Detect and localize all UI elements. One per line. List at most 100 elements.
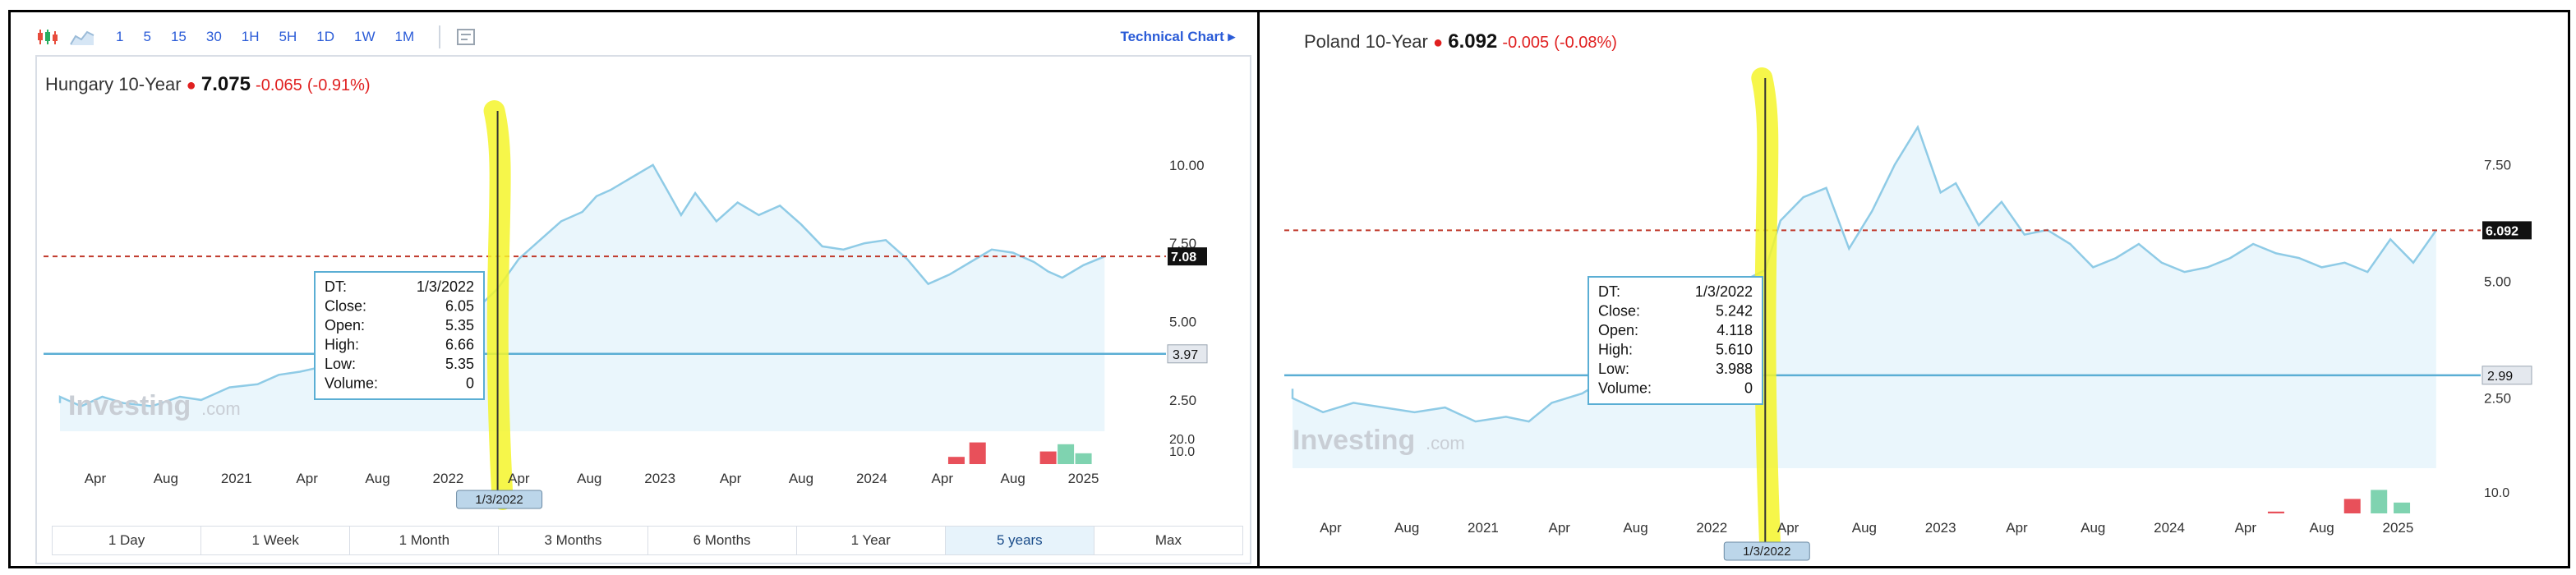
- ohlc-tooltip: [314, 271, 485, 400]
- interval-15[interactable]: 15: [170, 29, 187, 44]
- tooltip-value: 5.242: [1716, 303, 1753, 320]
- x-tick-label: Apr: [2006, 520, 2028, 536]
- x-tick-label: Apr: [296, 471, 318, 486]
- y-tick-label: 5.00: [2484, 274, 2511, 290]
- volume-bar: [947, 457, 965, 464]
- poland-price: 6.092: [1448, 30, 1498, 53]
- chart-toolbar: 1 5 15 30 1H 5H 1D 1W 1M Technical Chart…: [35, 22, 1243, 52]
- range-1-week[interactable]: 1 Week: [201, 527, 351, 554]
- x-tick-label: Aug: [1623, 520, 1647, 536]
- tooltip-label: Close:: [325, 298, 366, 315]
- x-tick-label: Apr: [932, 471, 954, 486]
- candlestick-icon[interactable]: [35, 26, 60, 48]
- poland-change-pct: (-0.08%): [1554, 34, 1617, 52]
- hungary-price: 7.075: [200, 73, 251, 95]
- range-1-year[interactable]: 1 Year: [797, 527, 946, 554]
- hungary-change-pct: (-0.91%): [306, 76, 371, 94]
- poland-change: -0.005: [1502, 34, 1550, 52]
- x-tick-label: 2025: [2382, 520, 2413, 536]
- tooltip-value: 6.66: [445, 337, 474, 353]
- y-tick-label: 7.50: [2484, 157, 2511, 172]
- interval-1m[interactable]: 1M: [394, 29, 415, 44]
- tooltip-value: 3.988: [1716, 361, 1753, 377]
- investing-watermark-suffix: .com: [1426, 433, 1465, 453]
- volume-bar: [1075, 453, 1092, 464]
- x-tick-label: 2022: [433, 471, 464, 486]
- x-tick-label: 2025: [1068, 471, 1099, 486]
- x-tick-label: 2021: [221, 471, 252, 486]
- hungary-panel: 1 5 15 30 1H 5H 1D 1W 1M Technical Chart…: [8, 10, 1265, 568]
- tooltip-label: Close:: [1598, 303, 1640, 320]
- x-tick-label: Apr: [1549, 520, 1571, 536]
- tooltip-label: Low:: [1598, 361, 1629, 377]
- y-tick-label: 10.00: [1169, 158, 1205, 173]
- crosshair-price-label: 3.97: [1173, 348, 1198, 362]
- tooltip-label: Open:: [1598, 322, 1638, 338]
- x-tick-label: Apr: [720, 471, 742, 486]
- x-tick-label: Apr: [85, 471, 107, 486]
- settings-icon[interactable]: [454, 26, 478, 48]
- x-tick-label: Aug: [789, 471, 813, 486]
- x-tick-label: Aug: [1001, 471, 1025, 486]
- x-tick-label: 2024: [856, 471, 887, 486]
- tooltip-value: 5.610: [1716, 342, 1753, 358]
- price-dot-icon: ●: [186, 76, 196, 94]
- ohlc-tooltip: [1588, 276, 1763, 405]
- current-price-label: 7.08: [1171, 251, 1196, 264]
- hungary-change: -0.065: [256, 76, 302, 94]
- interval-5[interactable]: 5: [143, 29, 151, 44]
- investing-watermark: Investing: [1293, 425, 1415, 456]
- interval-1d[interactable]: 1D: [316, 29, 334, 44]
- volume-tick-label: 20.0: [1169, 433, 1195, 447]
- tooltip-label: High:: [325, 337, 359, 353]
- tooltip-label: High:: [1598, 342, 1633, 358]
- volume-bar: [2343, 499, 2361, 513]
- interval-5h[interactable]: 5H: [279, 29, 297, 44]
- tooltip-value: 6.05: [445, 298, 474, 315]
- crosshair-price-tag: [1167, 344, 1208, 364]
- y-tick-label: 5.00: [1169, 314, 1196, 329]
- volume-bar: [1039, 451, 1057, 464]
- range-6-months[interactable]: 6 Months: [648, 527, 797, 554]
- x-tick-label: 2023: [644, 471, 675, 486]
- volume-bar: [2371, 490, 2388, 513]
- x-tick-label: Apr: [2235, 520, 2257, 536]
- range-3-months[interactable]: 3 Months: [499, 527, 648, 554]
- hungary-chart[interactable]: Investing .com10.007.505.002.5020.010.07.…: [11, 12, 1268, 571]
- poland-chart[interactable]: Investing .com 7.50 5.00 2.50 10.0 6.092 2.99 Ap…: [1260, 12, 2573, 571]
- hungary-title-line: Hungary 10-Year ● 7.075 -0.065 (-0.91%): [45, 73, 371, 96]
- volume-bar: [1058, 444, 1075, 464]
- interval-1w[interactable]: 1W: [353, 29, 376, 44]
- area-chart-icon[interactable]: [70, 26, 94, 48]
- x-tick-label: Aug: [2081, 520, 2105, 536]
- interval-1h[interactable]: 1H: [241, 29, 260, 44]
- series-line: [58, 163, 1105, 407]
- x-tick-label: Aug: [365, 471, 389, 486]
- crosshair-price-tag: [2482, 366, 2532, 385]
- volume-bar: [2394, 502, 2411, 513]
- volume-tick-label: 10.0: [1169, 445, 1195, 459]
- range-1-month[interactable]: 1 Month: [350, 527, 500, 554]
- tooltip-value: 0: [1744, 380, 1753, 397]
- crosshair-date-label: 1/3/2022: [475, 493, 523, 507]
- tooltip-label: Low:: [325, 356, 356, 372]
- x-tick-label: Apr: [508, 471, 530, 486]
- range-max[interactable]: Max: [1154, 532, 1182, 548]
- interval-1[interactable]: 1: [116, 29, 124, 44]
- range-5-years[interactable]: 5 years: [945, 527, 1094, 554]
- tooltip-value: 5.35: [445, 317, 474, 334]
- volume-tick-label: 10.0: [2484, 486, 2509, 500]
- range-selector: 1 Day 1 Week 1 Month 3 Months 6 Months 1…: [52, 526, 1243, 555]
- tooltip-value: 4.118: [1717, 322, 1753, 338]
- investing-watermark: Investing: [68, 390, 191, 421]
- crosshair-price-label: 2.99: [2487, 370, 2513, 384]
- hungary-title: Hungary 10-Year: [45, 74, 182, 94]
- tooltip-value: 1/3/2022: [1695, 283, 1753, 300]
- interval-30[interactable]: 30: [205, 29, 222, 44]
- x-tick-label: Aug: [2309, 520, 2334, 536]
- technical-chart-link[interactable]: Technical Chart ▸: [1120, 29, 1235, 44]
- current-price-tag: [2482, 221, 2532, 240]
- current-price-tag: [1168, 247, 1207, 266]
- range-1-day[interactable]: 1 Day: [53, 527, 202, 554]
- yellow-highlight-mark: [1751, 67, 1781, 559]
